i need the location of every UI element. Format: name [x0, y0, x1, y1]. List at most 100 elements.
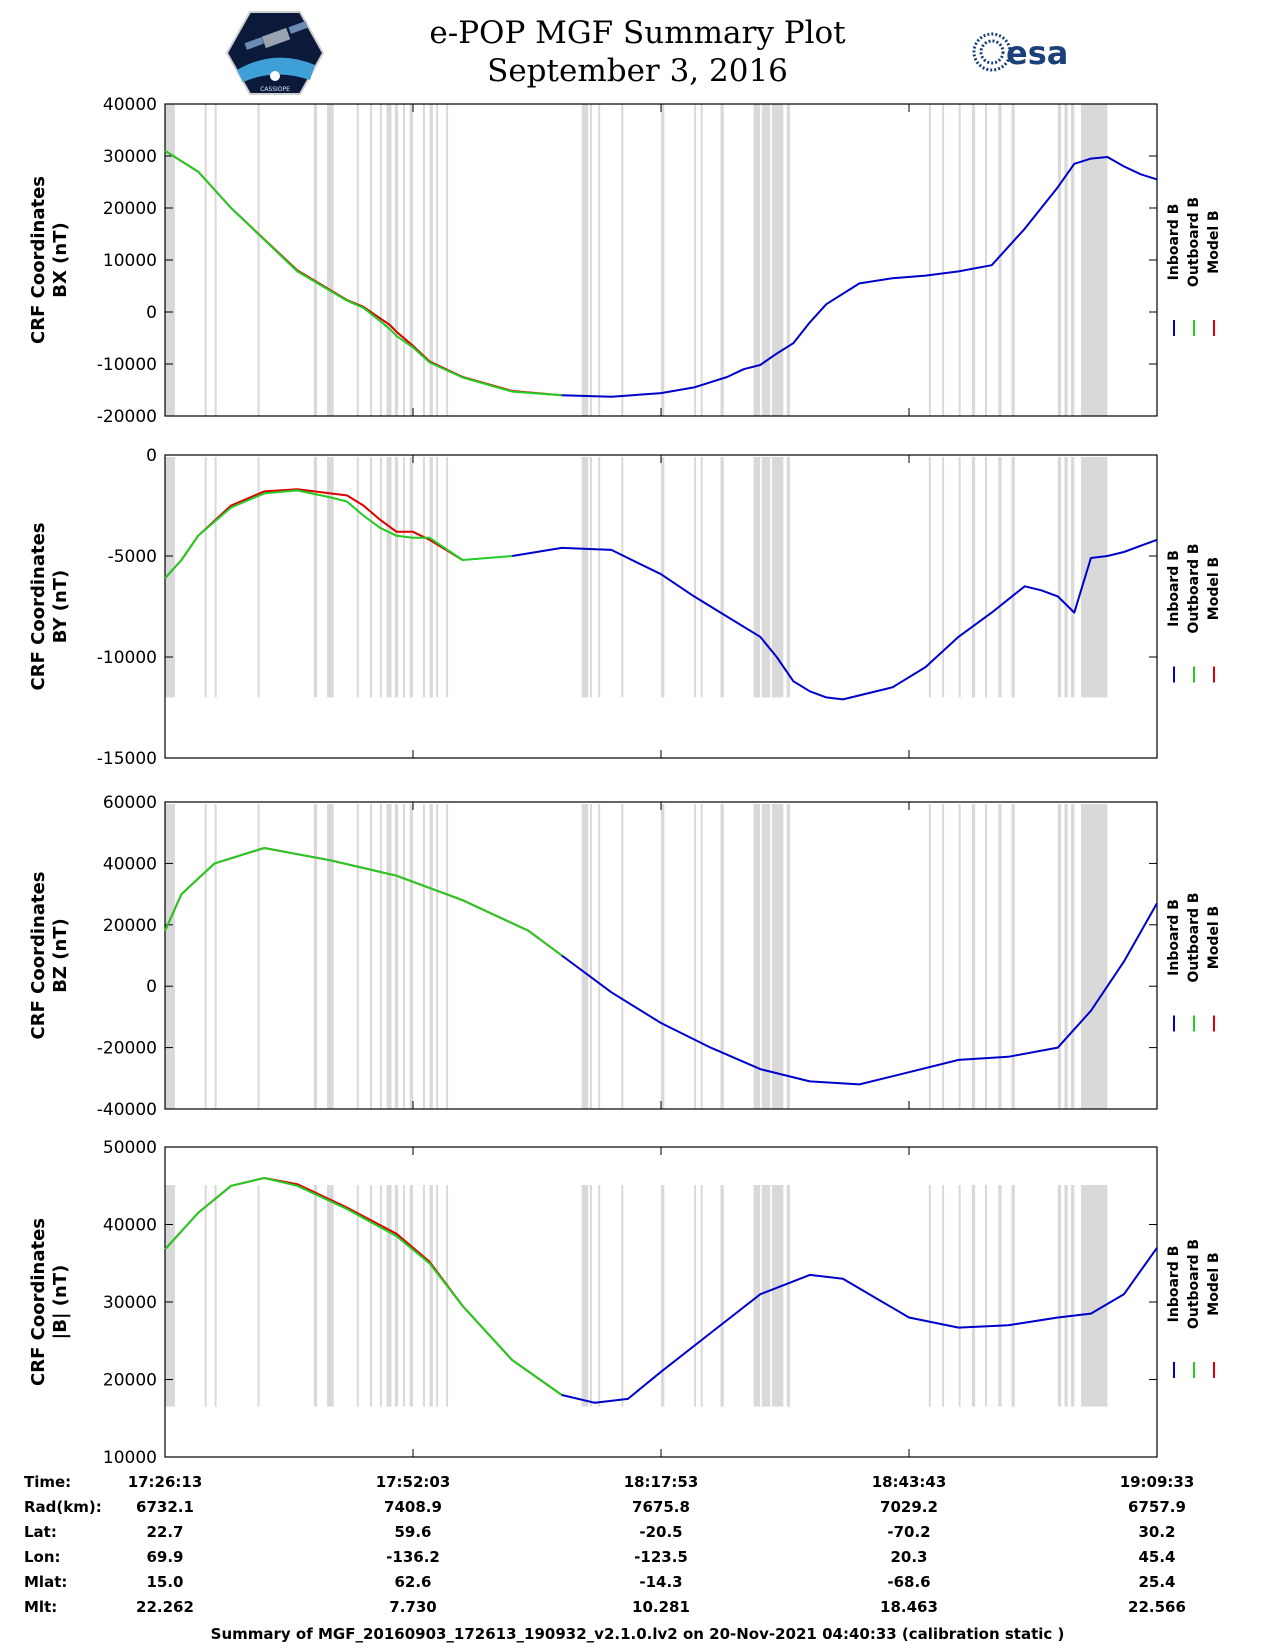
gap-shade-rect — [1011, 104, 1015, 416]
gap-shade-rect — [589, 457, 592, 698]
gap-shade-rect — [1064, 457, 1068, 698]
gap-shade-rect — [1011, 804, 1015, 1109]
gap-shade-rect — [720, 804, 724, 1109]
gap-shade-rect — [771, 1185, 784, 1407]
info-row-value: 7675.8 — [632, 1498, 690, 1516]
gap-shade-rect — [621, 1185, 624, 1407]
gap-shade-rect — [700, 457, 703, 698]
panel-4: 10000 20000 30000 40000 50000 CRF Coordinates… — [28, 1138, 1222, 1468]
gap-shade-rect — [971, 804, 976, 1109]
gap-shade-rect — [700, 1185, 703, 1407]
gap-shade-rect — [403, 1185, 406, 1407]
info-row-value: -14.3 — [639, 1573, 682, 1591]
gap-shade-rect — [313, 1185, 318, 1407]
legend-entry: Inboard B — [1166, 899, 1182, 976]
y-axis-label: CRF Coordinates — [28, 872, 49, 1040]
x-axis-info-table: Time: 17:26:13 17:52:03 18:17:53 18:43:43 19:… — [24, 1473, 1194, 1616]
info-row-value: -68.6 — [887, 1573, 930, 1591]
series-line-inboard-b — [561, 156, 1158, 398]
gap-shade-rect — [394, 104, 399, 416]
gap-shade-rect — [1080, 1185, 1108, 1407]
gap-shade-rect — [786, 457, 790, 698]
gap-shade-rect — [1011, 1185, 1015, 1407]
y-tick-label: -10000 — [97, 355, 157, 375]
gap-shade-rect — [1057, 457, 1062, 698]
gap-shade-rect — [446, 1185, 449, 1407]
chart-panels: -20000 -10000 0 10000 20000 30000 40000 CRF Coo… — [28, 95, 1222, 1468]
series-line-inboard-b — [561, 902, 1158, 1086]
gap-shade-rect — [720, 104, 724, 416]
panel-3: -40000 -20000 0 20000 40000 60000 CRF Coordina… — [28, 793, 1222, 1120]
gap-shade-rect — [370, 1185, 373, 1407]
gap-shade-rect — [327, 104, 334, 416]
gap-shade-rect — [1071, 104, 1075, 416]
gap-shade-rect — [379, 457, 382, 698]
gap-shade-rect — [942, 104, 945, 416]
info-row-label: Lat: — [24, 1523, 57, 1541]
gap-shade-rect — [204, 104, 207, 416]
gap-shade-rect — [257, 457, 260, 698]
gap-shade-rect — [394, 1185, 399, 1407]
info-row-value: 7408.9 — [384, 1498, 442, 1516]
gap-shade-rect — [422, 457, 425, 698]
gap-shade-rect — [958, 104, 961, 416]
gap-shade-rect — [257, 104, 260, 416]
gap-shade-rect — [971, 104, 976, 416]
gap-shade-rect — [928, 1185, 931, 1407]
gap-shade-rect — [386, 1185, 392, 1407]
gap-shade-rect — [786, 1185, 790, 1407]
info-row-value: 45.4 — [1138, 1548, 1175, 1566]
y-axis-label: BX (nT) — [50, 222, 71, 297]
gap-shade-rect — [694, 804, 697, 1109]
gap-shade-rect — [928, 457, 931, 698]
panel-2: -15000 -10000 -5000 0 CRF Coordinates BY (nT)… — [28, 446, 1222, 769]
gap-shade-rect — [422, 804, 425, 1109]
gap-shade-rect — [771, 104, 784, 416]
gap-shade-rect — [379, 804, 382, 1109]
series-line-model-b — [164, 847, 563, 957]
gap-shade-rect — [998, 104, 1002, 416]
legend-entry: Model B — [1206, 906, 1222, 969]
y-axis-label: BZ (nT) — [50, 918, 71, 993]
y-tick-label: 40000 — [103, 95, 157, 115]
info-row-value: -20.5 — [639, 1523, 682, 1541]
data-gap-shading — [165, 104, 1108, 1407]
gap-shade-rect — [327, 457, 334, 698]
gap-shade-rect — [446, 104, 449, 416]
gap-shade-rect — [598, 1185, 601, 1407]
gap-shade-rect — [409, 104, 413, 416]
gap-shade-rect — [409, 1185, 413, 1407]
series-line-inboard-b — [512, 538, 1158, 701]
gap-shade-rect — [165, 457, 175, 698]
info-row-label: Mlat: — [24, 1573, 67, 1591]
gap-shade-rect — [356, 104, 359, 416]
gap-shade-rect — [771, 457, 784, 698]
info-row-value: 20.3 — [890, 1548, 927, 1566]
gap-shade-rect — [436, 104, 439, 416]
gap-shade-rect — [786, 104, 790, 416]
y-tick-label: -20000 — [97, 1039, 157, 1059]
info-row-value: -136.2 — [386, 1548, 440, 1566]
gap-shade-rect — [327, 1185, 334, 1407]
gap-shade-rect — [429, 804, 433, 1109]
gap-shade-rect — [958, 1185, 961, 1407]
info-row-value: 62.6 — [394, 1573, 431, 1591]
y-axis-label: BY (nT) — [50, 570, 71, 644]
gap-shade-rect — [753, 457, 761, 698]
info-row-value: 22.7 — [146, 1523, 183, 1541]
gap-shade-rect — [761, 104, 771, 416]
plot-date: September 3, 2016 — [487, 53, 788, 89]
gap-shade-rect — [753, 804, 761, 1109]
gap-shade-rect — [403, 804, 406, 1109]
info-row-value: 22.566 — [1128, 1598, 1186, 1616]
info-row-value: 69.9 — [146, 1548, 183, 1566]
gap-shade-rect — [700, 804, 703, 1109]
gap-shade-rect — [409, 804, 413, 1109]
gap-shade-rect — [1057, 804, 1062, 1109]
gap-shade-rect — [786, 804, 790, 1109]
gap-shade-rect — [394, 804, 399, 1109]
gap-shade-rect — [379, 1185, 382, 1407]
y-axis-label: CRF Coordinates — [28, 176, 49, 344]
gap-shade-rect — [720, 457, 724, 698]
